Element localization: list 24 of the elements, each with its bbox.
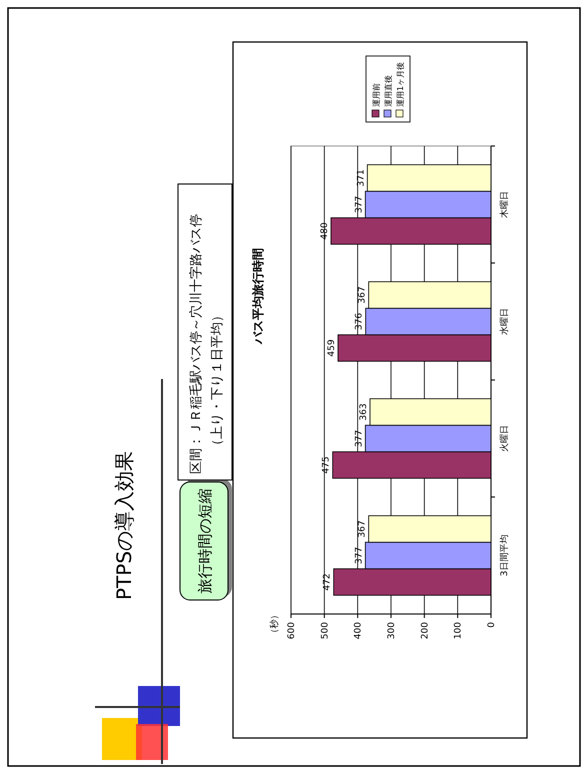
x-tick-label: 200	[420, 622, 430, 640]
y-tick-label: 水曜日	[499, 308, 510, 335]
text: バス平均旅行時間	[251, 248, 265, 345]
text: 運用1ヶ月後	[396, 62, 405, 107]
text: 運用前	[372, 83, 381, 107]
text: （秒）	[269, 610, 280, 638]
x-tick-label: 400	[354, 622, 364, 640]
x-tick-label: 0	[487, 622, 497, 628]
x-tick-label: 100	[454, 622, 464, 640]
text: 運用直後	[384, 75, 393, 107]
data-label: 363	[359, 403, 369, 421]
y-tick-label: 火曜日	[499, 425, 510, 452]
y-tick-label: 3日間平均	[499, 534, 510, 576]
x-tick-label: 500	[320, 622, 330, 640]
x-tick-label: 300	[387, 622, 397, 640]
text: 区間：ＪＲ稲毛駅バス停～穴川十字路バス停	[188, 214, 204, 474]
data-label: 367	[358, 286, 368, 304]
y-tick-label: 木曜日	[499, 191, 510, 218]
text: 旅行時間の短縮	[196, 488, 214, 594]
data-label: 367	[358, 520, 368, 538]
text: PTPSの導入効果	[112, 450, 136, 600]
text: （上り・下り１日平均）	[210, 309, 225, 452]
data-label: 459	[327, 339, 337, 357]
x-tick-label: 600	[287, 622, 297, 640]
